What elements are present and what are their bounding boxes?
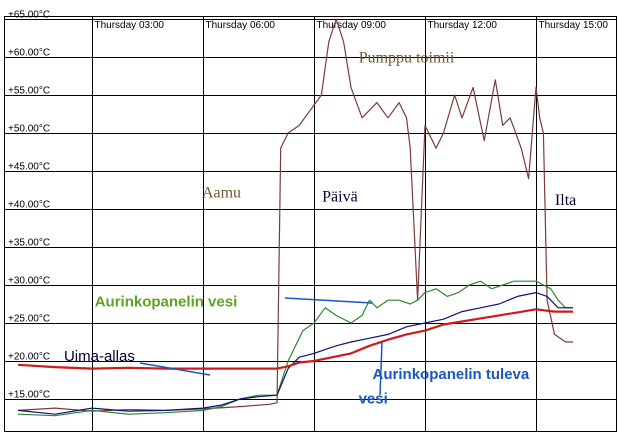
data-series [17,18,573,417]
y-tick-label: +50.00°C [8,124,50,135]
annotation-pointer [379,341,383,396]
series-line-2 [17,292,573,415]
annotation-pointer [284,297,373,304]
x-tick-label: Thursday 12:00 [428,20,498,31]
series-line-3 [17,308,573,370]
annotation-label: Aurinkopanelin tuleva [373,366,530,383]
y-tick-label: +15.00°C [8,390,50,401]
x-tick-label: Thursday 03:00 [95,20,165,31]
y-tick-label: +65.00°C [8,10,50,21]
x-axis-ticks: Thursday 03:00 Thursday 06:00 Thursday 09:… [95,20,609,31]
annotation-pointer [139,362,211,376]
y-tick-label: +55.00°C [8,86,50,97]
y-tick-label: +30.00°C [8,276,50,287]
annotation-label: Päivä [322,188,358,205]
annotations: Aamu Päivä Ilta Pumppu toimii Aurinkopanelin… [64,49,576,407]
annotation-label: Pumppu toimii [359,49,455,66]
series-line-0 [17,18,573,412]
annotation-label: Uima-allas [64,348,135,365]
plot-frame [4,16,617,432]
y-tick-label: +25.00°C [8,314,50,325]
annotation-label: Aurinkopanelin vesi [95,293,238,310]
y-tick-label: +60.00°C [8,48,50,59]
y-axis-ticks: +65.00°C +60.00°C +55.00°C +50.00°C +45.00°C… [8,10,50,401]
x-tick-label: Thursday 06:00 [206,20,276,31]
y-tick-label: +45.00°C [8,162,50,173]
y-tick-label: +20.00°C [8,352,50,363]
x-tick-label: Thursday 15:00 [539,20,609,31]
y-tick-label: +40.00°C [8,200,50,211]
annotation-label: Aamu [202,185,241,202]
annotation-label: Ilta [555,192,576,209]
annotation-label: vesi [359,391,388,408]
x-tick-label: Thursday 09:00 [317,20,387,31]
series-line-1 [17,280,573,417]
y-tick-label: +35.00°C [8,238,50,249]
